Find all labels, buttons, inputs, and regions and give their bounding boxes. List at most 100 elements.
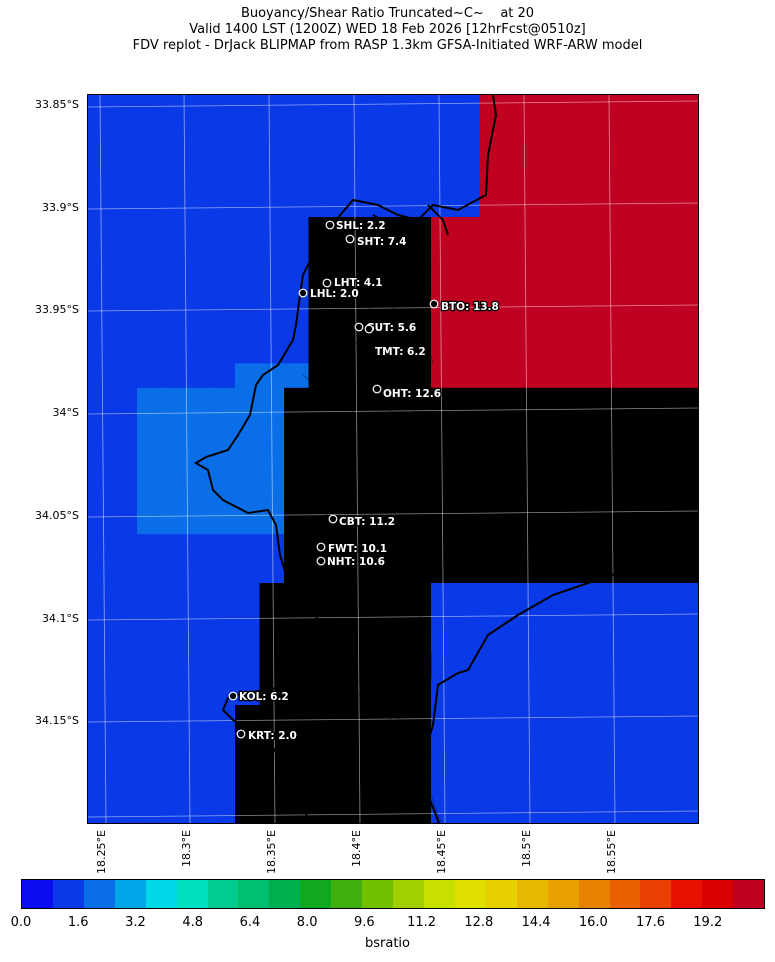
station-marker[interactable] xyxy=(298,288,308,298)
grid-cell xyxy=(112,119,138,145)
map-plot-area[interactable]: SHL: 2.2 SHT: 7.4 LHT: 4.1 LHL: 2.0 BTO: 13.… xyxy=(87,94,699,824)
grid-cell xyxy=(529,607,555,633)
contour-line xyxy=(387,304,434,366)
grid-cell xyxy=(529,119,555,145)
station-marker[interactable] xyxy=(328,514,338,524)
grid-cell xyxy=(333,314,359,340)
grid-cell xyxy=(651,143,677,169)
grid-cell xyxy=(88,802,114,823)
grid-cell xyxy=(210,290,236,316)
grid-cell xyxy=(210,461,236,486)
grid-cell xyxy=(651,509,677,535)
grid-cell xyxy=(553,461,579,486)
station-marker[interactable] xyxy=(228,691,238,701)
coastline xyxy=(194,95,698,823)
grid-cell xyxy=(406,558,432,584)
grid-cell xyxy=(480,705,506,730)
lon-label-0: 18.25°E xyxy=(95,830,108,874)
grid-cell xyxy=(259,265,285,291)
grid-cell xyxy=(235,387,261,413)
grid-cell xyxy=(651,363,677,389)
grid-cell xyxy=(578,729,604,755)
station-label: KOL: 6.2 xyxy=(239,691,289,703)
grid-cell xyxy=(602,314,628,340)
station-marker[interactable] xyxy=(345,234,355,244)
station-label: TMT: 6.2 xyxy=(375,346,426,358)
grid-cell xyxy=(455,680,481,706)
grid-cell xyxy=(602,168,628,194)
grid-cell xyxy=(504,680,530,706)
grid-cell xyxy=(480,363,506,389)
grid-cell xyxy=(333,265,359,291)
grid-cell xyxy=(382,778,408,804)
station-marker[interactable] xyxy=(316,556,326,566)
grid-cell xyxy=(651,241,677,267)
grid-cell xyxy=(455,778,481,804)
grid-cell xyxy=(88,705,114,730)
grid-cell xyxy=(676,705,698,730)
grid-cell xyxy=(186,509,212,535)
grid-cell xyxy=(406,143,432,169)
grid-cell xyxy=(161,534,187,560)
grid-cell xyxy=(284,607,310,633)
grid-cell xyxy=(88,339,114,364)
grid-cell xyxy=(455,95,481,120)
grid-cell xyxy=(651,217,677,242)
station-marker[interactable] xyxy=(372,384,382,394)
grid-cell xyxy=(553,753,579,779)
lon-label-2: 18.35°E xyxy=(265,830,278,874)
grid-cell xyxy=(529,412,555,438)
grid-cell xyxy=(210,241,236,267)
station-marker[interactable] xyxy=(236,729,246,739)
grid-cell xyxy=(406,363,432,389)
station-marker[interactable] xyxy=(316,542,326,552)
grid-cell xyxy=(602,583,628,608)
grid-cell xyxy=(137,802,163,823)
station-marker[interactable] xyxy=(322,278,332,288)
station-marker[interactable] xyxy=(325,220,335,230)
grid-cell xyxy=(627,339,653,364)
grid-cell xyxy=(529,387,555,413)
grid-cell xyxy=(578,339,604,364)
grid-cell xyxy=(627,631,653,657)
grid-cell xyxy=(210,339,236,364)
grid-cell xyxy=(357,558,383,584)
grid-cell xyxy=(455,119,481,145)
grid-cell xyxy=(357,290,383,316)
grid-cell xyxy=(88,217,114,242)
grid-cell xyxy=(357,436,383,462)
grid-cell xyxy=(431,485,457,511)
grid-cell xyxy=(112,217,138,242)
station-marker[interactable] xyxy=(429,299,439,309)
grid-cell xyxy=(627,119,653,145)
grid-cell xyxy=(431,778,457,804)
grid-cell xyxy=(333,631,359,657)
grid-cell xyxy=(529,631,555,657)
graticule-lon-18.55 xyxy=(608,95,616,823)
station-marker[interactable] xyxy=(364,324,374,334)
grid-cell xyxy=(602,95,628,120)
grid-cell xyxy=(284,583,310,608)
grid-cell xyxy=(651,412,677,438)
grid-cell xyxy=(235,802,261,823)
grid-cell xyxy=(602,241,628,267)
grid-cell xyxy=(602,485,628,511)
grid-cell xyxy=(480,168,506,194)
grid-cell xyxy=(235,217,261,242)
grid-cell xyxy=(553,339,579,364)
grid-cell xyxy=(284,339,310,364)
grid-cell xyxy=(382,363,408,389)
grid-cell xyxy=(210,412,236,438)
grid-cell xyxy=(357,705,383,730)
colorbar-tick-label: 14.4 xyxy=(521,915,551,930)
grid-cell xyxy=(382,729,408,755)
grid-cell xyxy=(406,412,432,438)
grid-cell xyxy=(431,753,457,779)
grid-cell xyxy=(480,753,506,779)
grid-cell xyxy=(382,461,408,486)
grid-cell xyxy=(455,241,481,267)
grid-cell xyxy=(676,119,698,145)
grid-cell xyxy=(137,705,163,730)
grid-cell xyxy=(651,631,677,657)
station-marker[interactable] xyxy=(354,322,364,332)
